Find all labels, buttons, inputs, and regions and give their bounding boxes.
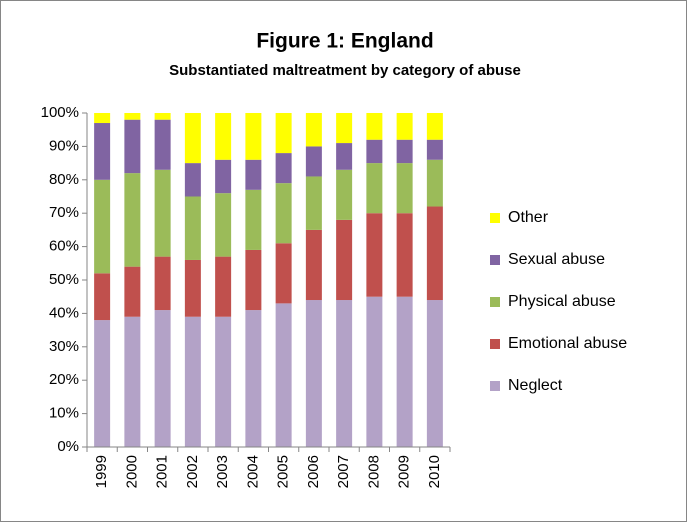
bar-segment: [396, 113, 413, 140]
bar-segment: [305, 146, 322, 177]
bar-segment: [215, 159, 232, 194]
bar-segment: [336, 219, 353, 301]
bar-segment: [305, 300, 322, 447]
legend-swatch: [490, 297, 500, 307]
chart-title: Figure 1: England: [256, 30, 433, 53]
y-tick-label: 70%: [49, 204, 79, 221]
bar-segment: [154, 119, 171, 170]
bar-segment: [154, 169, 171, 257]
x-tick-label: 2010: [426, 455, 443, 488]
legend-label: Other: [508, 209, 549, 226]
x-tick-label: 2003: [214, 455, 231, 488]
bar-segment: [245, 310, 262, 447]
legend-swatch: [490, 255, 500, 265]
bar-segment: [215, 113, 232, 160]
bar-segment: [154, 113, 171, 120]
x-tick-label: 2004: [244, 455, 261, 488]
bar-segment: [396, 296, 413, 447]
bar-segment: [426, 113, 443, 140]
bar-segment: [366, 139, 383, 164]
legend-label: Physical abuse: [508, 293, 616, 310]
legend-swatch: [490, 213, 500, 223]
y-tick-label: 80%: [49, 171, 79, 188]
x-tick-label: 2005: [275, 455, 292, 488]
bar-segment: [124, 119, 141, 174]
bar-segment: [336, 169, 353, 220]
bar-segment: [184, 163, 201, 197]
bar-segment: [366, 113, 383, 140]
y-tick-label: 30%: [49, 338, 79, 355]
bar-segment: [215, 256, 232, 317]
x-tick-label: 2002: [184, 455, 201, 488]
bar-segment: [124, 266, 141, 317]
bar-segment: [396, 139, 413, 164]
y-tick-label: 100%: [41, 104, 79, 121]
bar-segment: [94, 113, 111, 124]
bar-segment: [336, 113, 353, 144]
bar-segment: [426, 300, 443, 447]
legend-label: Emotional abuse: [508, 335, 627, 352]
bar-segment: [396, 213, 413, 297]
x-tick-label: 2009: [396, 455, 413, 488]
bar-segment: [426, 159, 443, 207]
bar-segment: [305, 229, 322, 301]
legend-label: Neglect: [508, 377, 563, 394]
bar-segment: [215, 316, 232, 447]
bar-segment: [275, 183, 292, 244]
bar-segment: [154, 256, 171, 311]
bar-segment: [275, 303, 292, 447]
x-tick-label: 1999: [93, 455, 110, 488]
bar-segment: [184, 196, 201, 260]
bar-segment: [94, 179, 111, 274]
y-tick-label: 50%: [49, 271, 79, 288]
bar-segment: [245, 113, 262, 160]
bar-segment: [275, 113, 292, 154]
x-tick-label: 2000: [123, 455, 140, 488]
bar-segment: [305, 176, 322, 230]
bar-segment: [366, 163, 383, 214]
bar-segment: [275, 243, 292, 304]
bar-segment: [94, 273, 111, 321]
y-tick-label: 10%: [49, 405, 79, 422]
x-tick-label: 2007: [335, 455, 352, 488]
bar-segment: [336, 300, 353, 447]
bar-segment: [215, 193, 232, 257]
bar-segment: [124, 113, 141, 120]
y-tick-label: 60%: [49, 238, 79, 255]
bar-segment: [305, 113, 322, 147]
bar-segment: [154, 310, 171, 447]
x-tick-label: 2008: [365, 455, 382, 488]
bar-segment: [245, 189, 262, 250]
legend-swatch: [490, 381, 500, 391]
bar-segment: [366, 296, 383, 447]
bar-segment: [94, 320, 111, 447]
bar-segment: [426, 206, 443, 301]
bar-segment: [245, 249, 262, 311]
y-tick-label: 90%: [49, 137, 79, 154]
y-tick-label: 20%: [49, 371, 79, 388]
bar-segment: [124, 173, 141, 267]
chart-subtitle: Substantiated maltreatment by category o…: [169, 62, 521, 79]
bar-segment: [245, 159, 262, 190]
bar-segment: [336, 143, 353, 170]
bar-segment: [426, 139, 443, 160]
bar-segment: [184, 113, 201, 164]
y-tick-label: 40%: [49, 304, 79, 321]
bar-segment: [184, 316, 201, 447]
legend-swatch: [490, 339, 500, 349]
bar-segment: [124, 316, 141, 447]
x-tick-label: 2006: [305, 455, 322, 488]
bar-segment: [94, 123, 111, 180]
bar-segment: [366, 213, 383, 297]
bar-segment: [275, 153, 292, 184]
bar-segment: [396, 163, 413, 214]
bar-segment: [184, 259, 201, 317]
y-tick-label: 0%: [57, 438, 79, 455]
x-tick-label: 2001: [154, 455, 171, 488]
legend-label: Sexual abuse: [508, 251, 605, 268]
